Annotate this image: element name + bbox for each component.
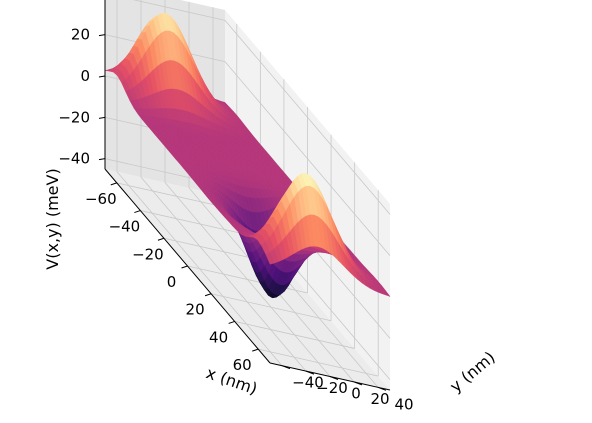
y-tick-label: 20 — [370, 390, 389, 408]
y-tick-label: 40 — [394, 395, 413, 413]
y-tick-label: −40 — [292, 374, 324, 392]
x-tick — [181, 265, 188, 269]
y-tick — [281, 365, 291, 370]
x-tick — [157, 237, 165, 241]
x-tick — [134, 210, 141, 214]
grid-line-z-side — [132, 0, 226, 21]
y-tick — [329, 376, 339, 380]
x-tick-label: −20 — [132, 245, 164, 263]
x-tick — [204, 293, 212, 297]
y-tick-label: −20 — [316, 379, 348, 397]
grid-line-y-floor — [116, 171, 283, 366]
grid-line-z-back — [224, 61, 391, 256]
x-tick — [110, 182, 117, 186]
y-tick — [377, 386, 387, 391]
z-tick-label: 0 — [80, 67, 90, 85]
z-tick — [98, 116, 106, 119]
z-axis-label: V(x,y) (meV) — [43, 168, 62, 269]
x-tick-label: 20 — [186, 301, 205, 319]
grid-line-y-floor — [164, 182, 331, 377]
grid-line-z-back — [224, 20, 391, 215]
x-tick-label: −40 — [109, 218, 141, 236]
z-tick — [98, 34, 106, 37]
z-tick-label: 40 — [71, 0, 90, 2]
x-tick-label: −60 — [85, 190, 117, 208]
tick-marks — [98, 34, 387, 391]
y-tick — [305, 370, 315, 375]
x-tick-label: 40 — [209, 328, 228, 346]
x-tick-label: 60 — [233, 356, 252, 374]
y-axis-label: y (nm) — [446, 348, 499, 396]
z-tick-label: −20 — [58, 108, 90, 126]
z-tick-label: −40 — [58, 150, 90, 168]
grid-line-y-floor — [140, 176, 307, 372]
z-tick — [98, 75, 106, 78]
y-tick — [353, 381, 363, 386]
z-tick — [98, 158, 106, 161]
z-tick-label: 20 — [71, 26, 90, 44]
y-tick-label: 0 — [351, 385, 361, 403]
x-tick — [252, 348, 259, 352]
surface-patch — [265, 252, 275, 265]
x-tick-label: 0 — [167, 273, 177, 291]
x-tick — [228, 320, 235, 324]
potential-surface — [104, 12, 391, 299]
